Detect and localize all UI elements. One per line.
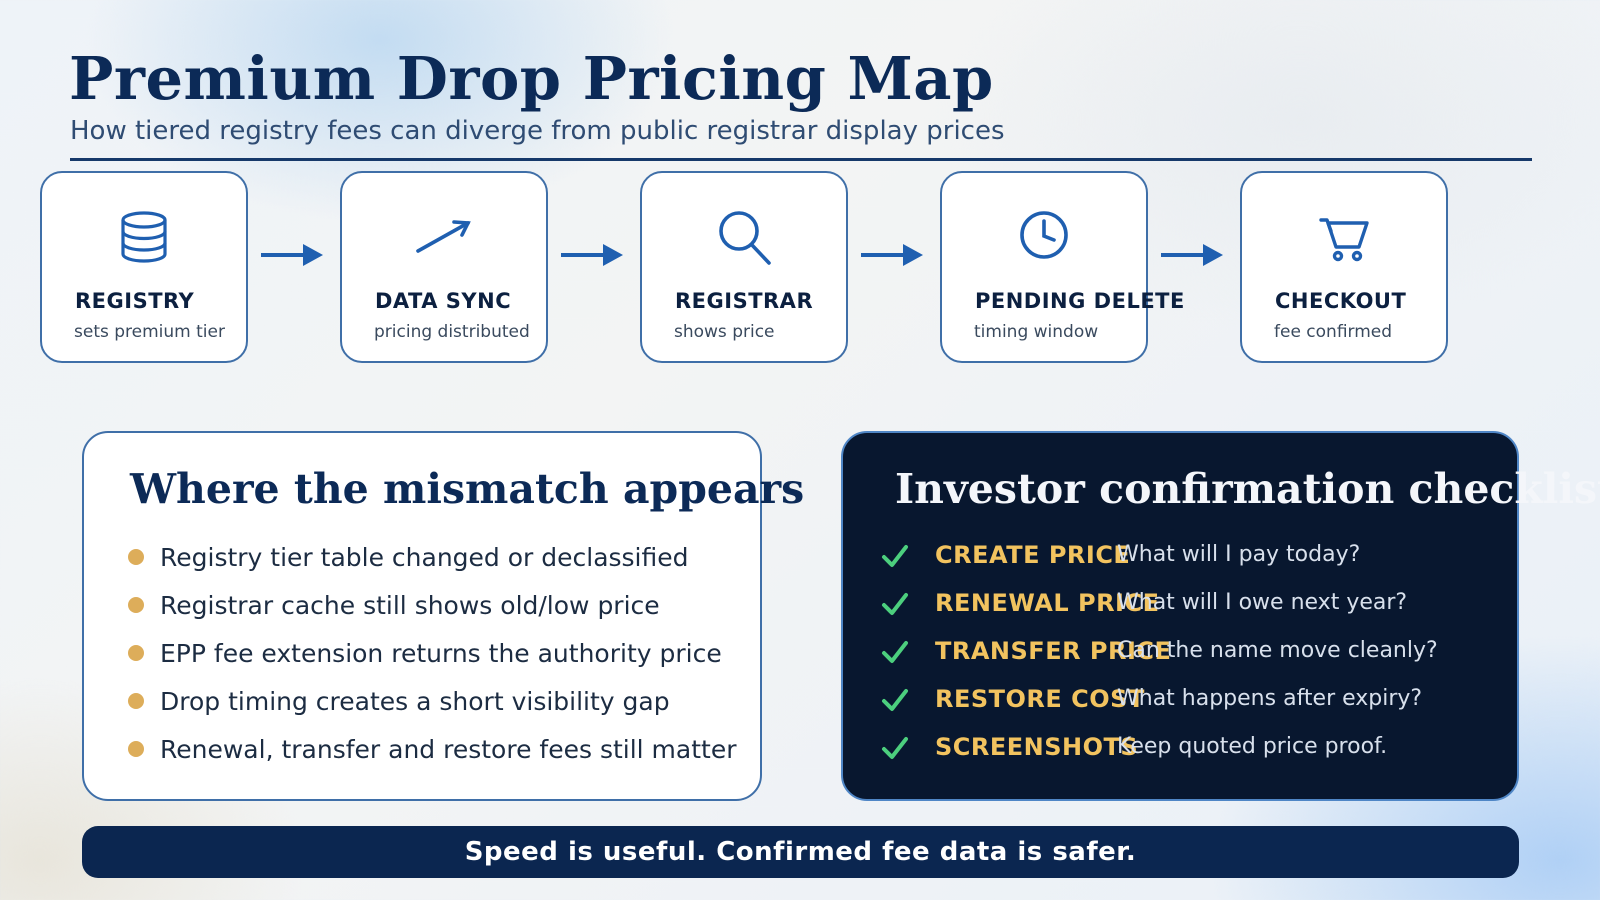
flow-step-label: REGISTRY [75,289,195,313]
bullet-dot-icon [128,645,144,661]
footer-banner: Speed is useful. Confirmed fee data is s… [82,826,1519,878]
right-arrow-icon [559,240,625,270]
footer-banner-text: Speed is useful. Confirmed fee data is s… [464,837,1137,867]
checklist-panel: Investor confirmation checklist CREATE P… [841,431,1600,801]
flow-step-caption: timing window [974,322,1099,342]
checklist-item: TRANSFER PRICE Can the name move cleanly… [881,628,1501,676]
bullet-dot-icon [128,597,144,613]
checklist-item: RESTORE COST What happens after expiry? [881,676,1501,724]
right-arrow-icon [259,240,325,270]
flow-step-registry: REGISTRY sets premium tier [40,171,248,363]
checklist-term: RENEWAL PRICE [935,589,1160,617]
flow-step-caption: fee confirmed [1274,322,1393,342]
checkmark-icon [881,686,909,714]
right-arrow-icon [1159,240,1225,270]
checklist-item: CREATE PRICE What will I pay today? [881,532,1501,580]
checklist-item: SCREENSHOTS Keep quoted price proof. [881,724,1501,772]
checklist-question: What happens after expiry? [1117,686,1423,711]
title-divider [70,158,1532,161]
list-item: EPP fee extension returns the authority … [128,629,737,677]
search-icon [714,207,774,267]
list-item: Registrar cache still shows old/low pric… [128,581,737,629]
list-item-text: Renewal, transfer and restore fees still… [160,734,737,764]
checkmark-icon [881,734,909,762]
list-item-text: Drop timing creates a short visibility g… [160,686,670,716]
database-icon [114,207,174,267]
flow-step-data-sync: DATA SYNC pricing distributed [340,171,548,363]
checkmark-icon [881,590,909,618]
checklist-heading: Investor confirmation checklist [895,465,1600,513]
flow-step-pending-delete: PENDING DELETE timing window [940,171,1184,363]
checklist-question: What will I pay today? [1117,542,1361,567]
checklist-term: SCREENSHOTS [935,733,1139,761]
flow-step-label: DATA SYNC [375,289,512,313]
cart-icon [1314,207,1374,267]
page-subtitle: How tiered registry fees can diverge fro… [70,116,1005,146]
mismatch-list: Registry tier table changed or declassif… [128,533,737,773]
flow-step-checkout: CHECKOUT fee confirmed [1240,171,1448,363]
flow-step-label: CHECKOUT [1275,289,1407,313]
checklist: CREATE PRICE What will I pay today? RENE… [881,532,1501,772]
checklist-term: RESTORE COST [935,685,1145,713]
trend-arrow-icon [414,207,474,267]
checklist-question: Can the name move cleanly? [1117,638,1438,663]
bullet-dot-icon [128,693,144,709]
list-item: Registry tier table changed or declassif… [128,533,737,581]
checklist-term: TRANSFER PRICE [935,637,1172,665]
checkmark-icon [881,638,909,666]
checklist-question: What will I owe next year? [1117,590,1408,615]
list-item-text: EPP fee extension returns the authority … [160,638,722,668]
bullet-dot-icon [128,741,144,757]
list-item-text: Registrar cache still shows old/low pric… [160,590,660,620]
right-arrow-icon [859,240,925,270]
list-item: Drop timing creates a short visibility g… [128,677,737,725]
flow-step-registrar: REGISTRAR shows price [640,171,848,363]
checklist-question: Keep quoted price proof. [1117,734,1388,759]
list-item: Renewal, transfer and restore fees still… [128,725,737,773]
mismatch-panel: Where the mismatch appears Registry tier… [82,431,804,801]
flow-step-caption: pricing distributed [374,322,530,342]
checklist-term: CREATE PRICE [935,541,1131,569]
bullet-dot-icon [128,549,144,565]
flow-step-caption: shows price [674,322,775,342]
mismatch-heading: Where the mismatch appears [130,465,805,513]
clock-icon [1014,207,1074,267]
flow-step-caption: sets premium tier [74,322,225,342]
page-title: Premium Drop Pricing Map [69,44,994,113]
flow-step-label: PENDING DELETE [975,289,1185,313]
checkmark-icon [881,542,909,570]
flow-step-label: REGISTRAR [675,289,814,313]
list-item-text: Registry tier table changed or declassif… [160,542,689,572]
checklist-item: RENEWAL PRICE What will I owe next year? [881,580,1501,628]
